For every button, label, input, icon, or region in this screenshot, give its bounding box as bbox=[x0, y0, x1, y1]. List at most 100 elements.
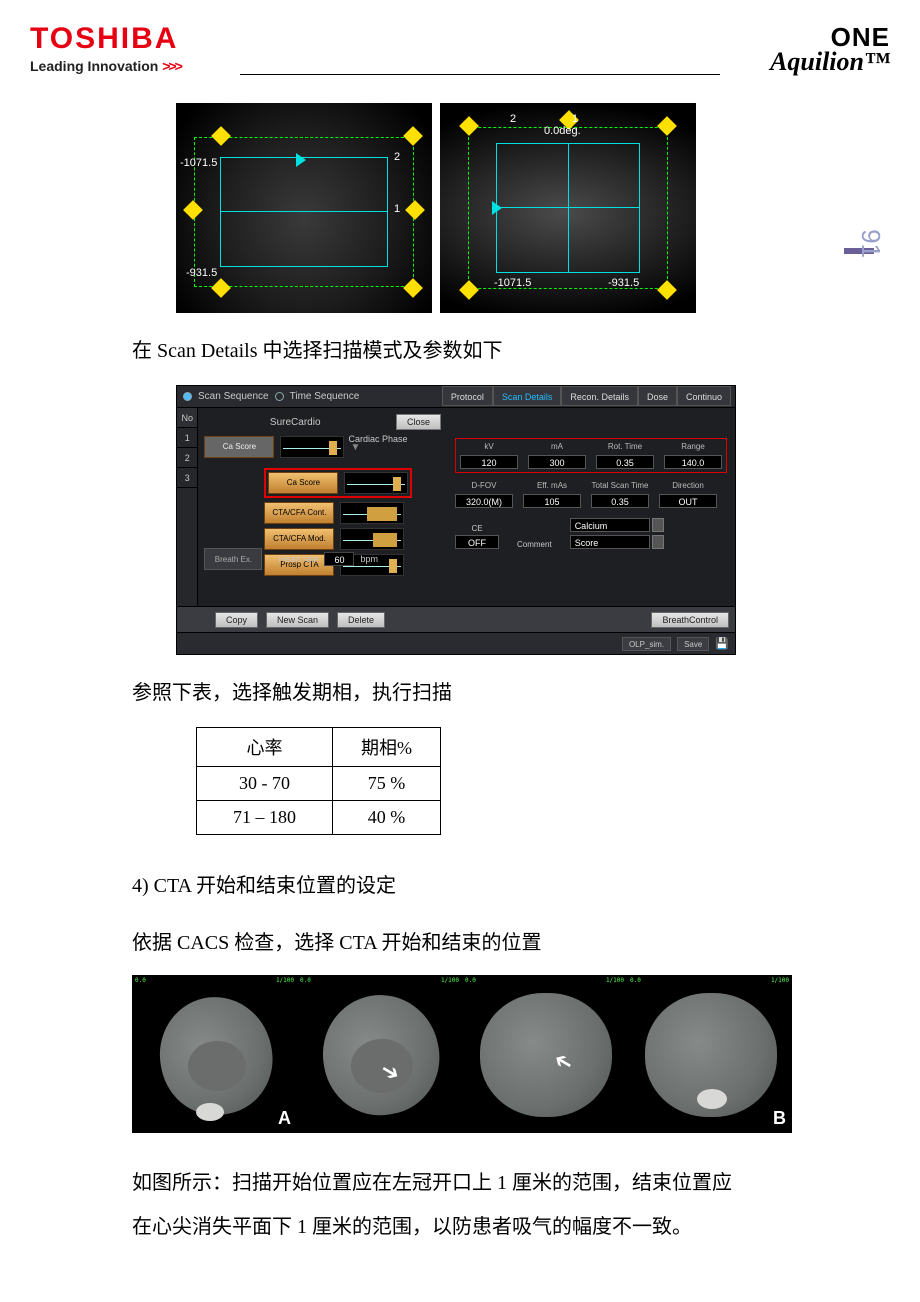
tab-protocol[interactable]: Protocol bbox=[442, 386, 493, 406]
table-row: 心率 期相% bbox=[197, 728, 441, 767]
row-no[interactable]: 3 bbox=[177, 468, 197, 488]
panel-right: kV mA Rot. Time Range 120 300 0.35 140.0… bbox=[447, 408, 735, 606]
param-label: Eff. mAs bbox=[523, 481, 581, 490]
range-value[interactable]: 140.0 bbox=[664, 455, 722, 469]
ecg-icon bbox=[280, 436, 344, 458]
close-button[interactable]: Close bbox=[396, 414, 441, 430]
heart-rate-value[interactable]: 60 bbox=[324, 552, 354, 566]
roi-solid bbox=[220, 157, 388, 267]
page-number: 91 bbox=[855, 229, 886, 258]
scan-details-panel: Scan Sequence Time Sequence Protocol Sca… bbox=[176, 385, 736, 655]
row-no[interactable]: 2 bbox=[177, 448, 197, 468]
delete-button[interactable]: Delete bbox=[337, 612, 385, 628]
trademark-icon: ™ bbox=[864, 47, 890, 76]
mode-cta-cont-button[interactable]: CTA/CFA Cont. bbox=[264, 502, 334, 524]
row-no[interactable]: 1 bbox=[177, 428, 197, 448]
comment2-value[interactable]: Score bbox=[570, 535, 650, 549]
kv-value[interactable]: 120 bbox=[460, 455, 518, 469]
scout-view-lat: 2 1 0.0deg. -1071.5 -931.5 bbox=[440, 103, 696, 313]
mode-row: CTA/CFA Cont. bbox=[264, 502, 441, 524]
save-button[interactable]: Save bbox=[677, 637, 709, 651]
tab-continuous[interactable]: Continuo bbox=[677, 386, 731, 406]
new-scan-button[interactable]: New Scan bbox=[266, 612, 329, 628]
scout-label: -1071.5 bbox=[494, 277, 531, 289]
tab-scan-details[interactable]: Scan Details bbox=[493, 386, 562, 406]
header-rule bbox=[240, 74, 720, 75]
ce-value[interactable]: OFF bbox=[455, 535, 499, 549]
tab-recon-details[interactable]: Recon. Details bbox=[561, 386, 638, 406]
scout-label: 2 bbox=[394, 151, 400, 163]
param-label: Rot. Time bbox=[596, 442, 654, 451]
scout-label: -1071.5 bbox=[180, 157, 217, 169]
dropdown-icon[interactable] bbox=[652, 518, 664, 532]
rot-time-value[interactable]: 0.35 bbox=[596, 455, 654, 469]
dropdown-icon[interactable] bbox=[652, 535, 664, 549]
brand-tagline-text: Leading Innovation bbox=[30, 58, 158, 74]
td: 75 % bbox=[333, 767, 441, 801]
ct-info: 0.01/100 bbox=[465, 977, 624, 984]
ct-anatomy bbox=[196, 1103, 224, 1121]
scout-label: 0.0deg. bbox=[544, 125, 581, 137]
mode-cta-mod-button[interactable]: CTA/CFA Mod. bbox=[264, 528, 334, 550]
radio-label: Time Sequence bbox=[290, 391, 360, 402]
mode-row: Ca Score bbox=[264, 468, 441, 498]
ct-anatomy bbox=[480, 993, 612, 1117]
page-header: TOSHIBA Leading Innovation >>> ONE Aquil… bbox=[0, 0, 920, 83]
scout-label: 1 bbox=[572, 113, 578, 125]
param-row2: D-FOV Eff. mAs Total Scan Time Direction… bbox=[455, 481, 727, 508]
ce-col: CE OFF bbox=[455, 524, 499, 549]
sure-row: SureCardio Close bbox=[204, 414, 441, 430]
panel-top: Scan Sequence Time Sequence Protocol Sca… bbox=[177, 386, 735, 408]
ct-label-a: A bbox=[278, 1108, 291, 1129]
dfov-value[interactable]: 320.0(M) bbox=[455, 494, 513, 508]
param-label: D-FOV bbox=[455, 481, 513, 490]
table-row: 71 – 180 40 % bbox=[197, 801, 441, 835]
surecardio-label: SureCardio bbox=[204, 417, 386, 428]
product-aquilion: Aquilion™ bbox=[770, 47, 890, 77]
comment-values: Calcium Score bbox=[570, 518, 664, 549]
ct-slice-b: 0.01/100 B bbox=[627, 975, 792, 1133]
ecg-icon bbox=[340, 502, 404, 524]
cardiac-phase-label: Cardiac Phase bbox=[348, 434, 407, 444]
panel-bottom: Copy New Scan Delete BreathControl bbox=[177, 606, 735, 632]
breath-control-button[interactable]: BreathControl bbox=[651, 612, 729, 628]
scout-label: -931.5 bbox=[608, 277, 639, 289]
panel-tabs: Protocol Scan Details Recon. Details Dos… bbox=[442, 386, 731, 406]
td: 40 % bbox=[333, 801, 441, 835]
marker-triangle-icon[interactable] bbox=[296, 153, 306, 167]
olp-sim-chip[interactable]: OLP_sim. bbox=[622, 637, 671, 651]
marker-triangle-icon[interactable] bbox=[492, 201, 502, 215]
mode-ca-score-button[interactable]: Ca Score bbox=[268, 472, 338, 494]
direction-value[interactable]: OUT bbox=[659, 494, 717, 508]
scout-label: 2 bbox=[510, 113, 516, 125]
ce-label: CE bbox=[471, 524, 482, 533]
comment-label: Comment bbox=[517, 540, 552, 549]
para-trigger-phase: 参照下表，选择触发期相，执行扫描 bbox=[132, 673, 788, 713]
para-cacs: 依据 CACS 检查，选择 CTA 开始和结束的位置 bbox=[132, 926, 788, 955]
mode-row: CTA/CFA Mod. bbox=[264, 528, 441, 550]
ma-value[interactable]: 300 bbox=[528, 455, 586, 469]
radio-scan-sequence[interactable] bbox=[183, 392, 192, 401]
total-scan-time-value[interactable]: 0.35 bbox=[591, 494, 649, 508]
roi-midline-v bbox=[568, 143, 569, 273]
brand-name: TOSHIBA bbox=[30, 22, 181, 56]
save-disk-icon[interactable]: 💾 bbox=[715, 637, 729, 650]
effmas-value[interactable]: 105 bbox=[523, 494, 581, 508]
panel-foot: OLP_sim. Save 💾 bbox=[177, 632, 735, 654]
content: -1071.5 -931.5 1 2 2 1 0.0deg. -1071.5 -… bbox=[0, 103, 920, 1249]
heart-rate-phase-table: 心率 期相% 30 - 70 75 % 71 – 180 40 % bbox=[196, 727, 441, 835]
comment1-value[interactable]: Calcium bbox=[570, 518, 650, 532]
copy-button[interactable]: Copy bbox=[215, 612, 258, 628]
radio-time-sequence[interactable] bbox=[275, 392, 284, 401]
tab-dose[interactable]: Dose bbox=[638, 386, 677, 406]
bpm-label: bpm bbox=[360, 554, 378, 564]
ct-slice-strip: 0.01/100 A 0.01/100 ➔ 0.01/100 ➔ 0.01/10… bbox=[132, 975, 792, 1133]
mode-ca-score-current[interactable]: Ca Score bbox=[204, 436, 274, 458]
product-aquilion-text: Aquilion bbox=[770, 47, 864, 76]
breath-chip[interactable]: Breath Ex. bbox=[204, 548, 262, 570]
scout-row: -1071.5 -931.5 1 2 2 1 0.0deg. -1071.5 -… bbox=[176, 103, 788, 313]
brand-left: TOSHIBA Leading Innovation >>> bbox=[30, 22, 181, 74]
th-heart-rate: 心率 bbox=[197, 728, 333, 767]
ce-comment-row: CE OFF Comment Calcium Score bbox=[455, 518, 727, 549]
scout-label: 1 bbox=[394, 203, 400, 215]
